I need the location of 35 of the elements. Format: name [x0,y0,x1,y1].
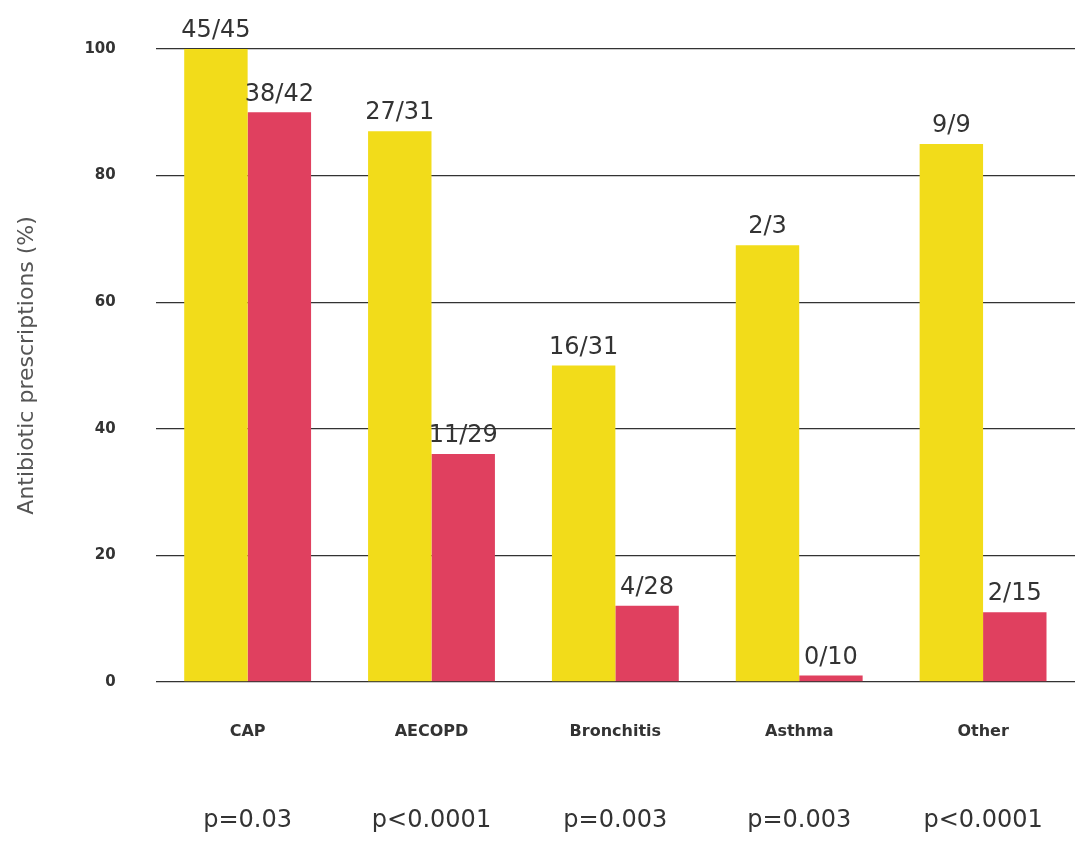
bar [551,365,616,682]
x-tick-label: AECOPD [394,720,469,740]
y-tick-label: 20 [94,545,116,564]
y-tick-label: 100 [84,38,116,57]
annotation: 2/3 [748,211,787,240]
annotation: 27/31 [365,97,435,126]
annotation: 0/10 [803,641,858,670]
y-tick-label: 60 [94,292,116,311]
y-axis-title: Antibiotic prescriptions (%) [12,216,38,515]
text: p<0.0001 [371,805,492,834]
y-tick-label: 40 [94,418,116,437]
bar [735,245,800,682]
annotation: 2/15 [987,578,1042,607]
bar [247,112,312,682]
x-tick-label: Asthma [765,720,834,740]
text: p=0.003 [563,805,668,834]
bar [431,453,495,682]
x-tick-label: Other [957,720,1009,740]
annotation: 16/31 [549,331,619,360]
x-tick-label: Bronchitis [569,720,662,740]
bar [983,612,1047,682]
annotation: 45/45 [181,15,251,44]
bar [919,143,984,682]
bar [799,675,863,682]
y-tick-label: 80 [94,165,116,184]
annotation: 4/28 [620,572,675,601]
bar [368,131,432,682]
x-tick-label: CAP [229,720,266,740]
text: p=0.003 [747,805,852,834]
bar [184,49,248,682]
annotation: 9/9 [932,110,971,139]
bar [615,605,679,682]
text: p<0.0001 [923,805,1043,834]
text: p=0.03 [203,805,293,834]
y-tick-label: 0 [105,671,116,690]
